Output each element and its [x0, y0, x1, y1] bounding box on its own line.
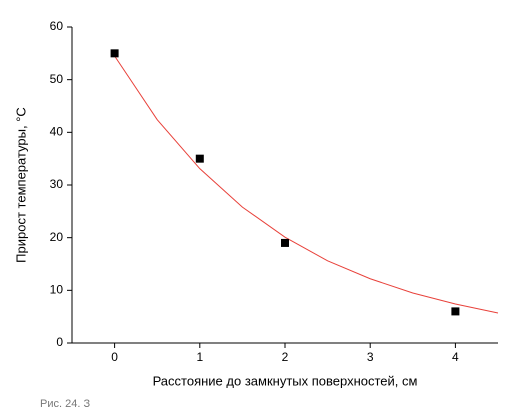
y-tick-label: 50: [50, 72, 64, 86]
y-axis-label: Прирост температуры, °С: [13, 107, 28, 263]
x-tick-label: 0: [111, 350, 118, 364]
x-axis-label: Расстояние до замкнутых поверхностей, см: [153, 373, 418, 388]
y-tick-label: 0: [56, 335, 63, 349]
data-point: [110, 49, 119, 58]
y-tick-label: 30: [50, 177, 64, 191]
x-tick-label: 1: [196, 350, 203, 364]
x-tick-label: 4: [452, 350, 459, 364]
y-tick-label: 60: [50, 19, 64, 33]
data-point: [451, 307, 460, 316]
y-tick-label: 20: [50, 230, 64, 244]
data-point: [281, 238, 289, 247]
x-tick-label: 3: [367, 350, 374, 364]
x-tick-label: 2: [282, 350, 289, 364]
y-tick-label: 40: [50, 125, 64, 139]
y-tick-label: 10: [50, 283, 64, 297]
fit-curve: [114, 55, 499, 314]
caption: Рис. 24. З: [40, 398, 90, 410]
data-point: [195, 154, 204, 163]
